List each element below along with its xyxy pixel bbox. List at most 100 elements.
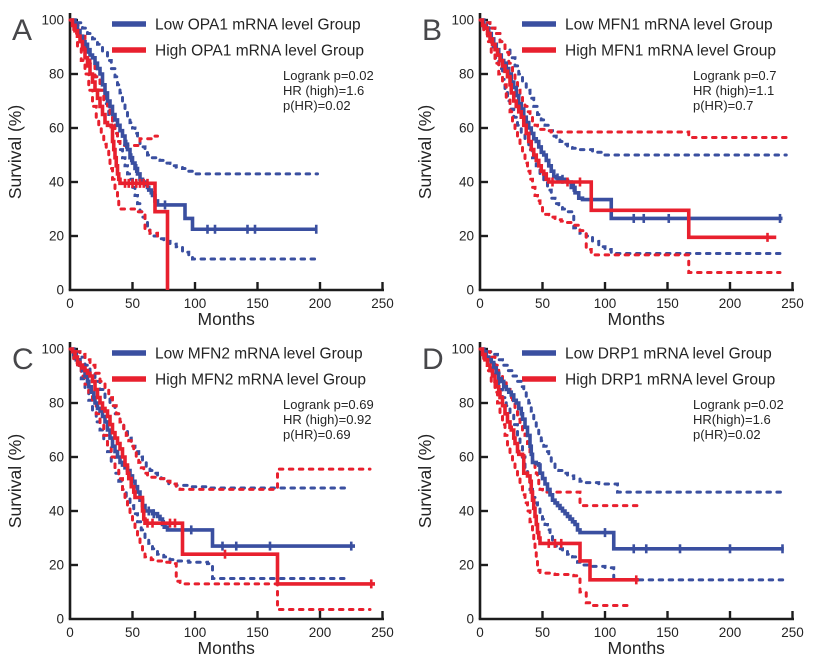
panel-D-chart: 0 50 100 150 200 250020406080100MonthsSurviva… — [415, 342, 804, 658]
curve-blue-low-ci-upper — [68, 18, 319, 176]
y-tick-label: 100 — [451, 13, 474, 28]
y-tick-label: 20 — [49, 229, 64, 244]
y-tick-label: 40 — [459, 175, 474, 190]
y-tick-label: 60 — [459, 450, 474, 465]
y-tick-label: 80 — [459, 67, 474, 82]
curve-blue-low-solid — [70, 18, 318, 232]
x-tick-label: 50 — [535, 625, 550, 640]
panel-A-chart: 0 50 100 150 200 250020406080100MonthsSurviva… — [5, 13, 394, 329]
stat-line: HR (high)=1.6 — [283, 83, 364, 98]
stat-line: Logrank p=0.02 — [283, 68, 374, 83]
stat-line: HR (high)=1.1 — [693, 83, 774, 98]
x-tick-label: 0 — [476, 625, 484, 640]
legend-label: Low OPA1 mRNA level Group — [155, 17, 361, 34]
curve-red-high-ci-upper — [68, 18, 159, 148]
curve-red-high-solid — [70, 347, 375, 586]
x-tick-label: 50 — [125, 296, 140, 311]
curve-red-high-ci-lower — [68, 347, 372, 612]
curve-blue-low-ci-upper — [478, 347, 786, 494]
x-tick-label: 0 — [476, 296, 484, 311]
panel-C-chart: 0 50 100 150 200 250020406080100MonthsSurviva… — [5, 342, 394, 658]
stat-line: HR (high)=0.92 — [283, 412, 372, 427]
curve-blue-low-ci-lower — [478, 18, 788, 256]
x-tick-label: 100 — [184, 296, 207, 311]
y-tick-label: 40 — [459, 504, 474, 519]
panel-letter: A — [12, 14, 32, 47]
panel-letter: C — [12, 343, 34, 376]
x-tick-label: 150 — [656, 296, 679, 311]
x-tick-label: 250 — [371, 625, 394, 640]
curve-red-high-solid — [480, 18, 777, 240]
panel-letter: B — [422, 14, 442, 47]
legend-label: High MFN2 mRNA level Group — [155, 372, 366, 389]
y-tick-label: 20 — [459, 229, 474, 244]
y-axis-title: Survival (%) — [5, 105, 25, 199]
stat-line: p(HR)=0.7 — [693, 98, 753, 113]
curve-red-high-ci-upper — [478, 18, 788, 139]
stat-line: Logrank p=0.7 — [693, 68, 776, 83]
y-tick-label: 40 — [49, 504, 64, 519]
stat-line: p(HR)=0.02 — [693, 427, 761, 442]
x-tick-label: 100 — [184, 625, 207, 640]
curve-red-high-solid — [480, 347, 639, 582]
stat-line: Logrank p=0.02 — [693, 397, 784, 412]
legend-label: Low DRP1 mRNA level Group — [565, 346, 772, 363]
legend-label: High OPA1 mRNA level Group — [155, 43, 364, 60]
x-tick-label: 100 — [594, 625, 617, 640]
x-tick-label: 200 — [309, 296, 332, 311]
y-tick-label: 0 — [466, 612, 474, 627]
x-axis-title: Months — [608, 309, 666, 329]
x-tick-label: 100 — [594, 296, 617, 311]
y-tick-label: 80 — [49, 67, 64, 82]
y-tick-label: 80 — [459, 396, 474, 411]
stat-line: Logrank p=0.69 — [283, 397, 374, 412]
y-axis-title: Survival (%) — [415, 105, 435, 199]
x-tick-label: 150 — [246, 625, 269, 640]
x-tick-label: 250 — [781, 296, 804, 311]
panel-letter: D — [422, 343, 444, 376]
y-axis-title: Survival (%) — [5, 434, 25, 528]
stat-line: HR(high)=1.6 — [693, 412, 771, 427]
legend-label: High DRP1 mRNA level Group — [565, 372, 775, 389]
y-tick-label: 60 — [49, 450, 64, 465]
y-tick-label: 80 — [49, 396, 64, 411]
y-tick-label: 100 — [451, 342, 474, 357]
y-tick-label: 40 — [49, 175, 64, 190]
curve-red-high-ci-upper — [68, 347, 372, 491]
stat-line: p(HR)=0.69 — [283, 427, 351, 442]
curve-red-high-ci-lower — [68, 18, 159, 238]
x-tick-label: 150 — [656, 625, 679, 640]
y-tick-label: 100 — [41, 13, 64, 28]
x-tick-label: 200 — [719, 296, 742, 311]
y-tick-label: 0 — [56, 283, 64, 298]
curve-red-high-solid — [70, 18, 170, 290]
stat-line: p(HR)=0.02 — [283, 98, 351, 113]
y-axis-title: Survival (%) — [415, 434, 435, 528]
x-axis-title: Months — [198, 309, 256, 329]
y-tick-label: 20 — [49, 558, 64, 573]
y-tick-label: 100 — [41, 342, 64, 357]
x-axis-title: Months — [608, 638, 666, 658]
x-tick-label: 150 — [246, 296, 269, 311]
x-tick-label: 50 — [125, 625, 140, 640]
curve-red-high-ci-lower — [478, 18, 782, 274]
x-tick-label: 50 — [535, 296, 550, 311]
x-tick-label: 200 — [719, 625, 742, 640]
curve-blue-low-solid — [480, 347, 784, 551]
x-tick-label: 250 — [781, 625, 804, 640]
y-tick-label: 60 — [459, 121, 474, 136]
x-axis-title: Months — [198, 638, 256, 658]
legend-label: Low MFN2 mRNA level Group — [155, 346, 363, 363]
legend-label: Low MFN1 mRNA level Group — [565, 17, 773, 34]
y-tick-label: 60 — [49, 121, 64, 136]
y-tick-label: 0 — [56, 612, 64, 627]
curve-red-high-ci-lower — [478, 347, 634, 607]
x-tick-label: 200 — [309, 625, 332, 640]
panel-B-chart: 0 50 100 150 200 250020406080100MonthsSurviva… — [415, 13, 804, 329]
legend-label: High MFN1 mRNA level Group — [565, 43, 776, 60]
y-tick-label: 0 — [466, 283, 474, 298]
x-tick-label: 250 — [371, 296, 394, 311]
x-tick-label: 0 — [66, 296, 74, 311]
y-tick-label: 20 — [459, 558, 474, 573]
